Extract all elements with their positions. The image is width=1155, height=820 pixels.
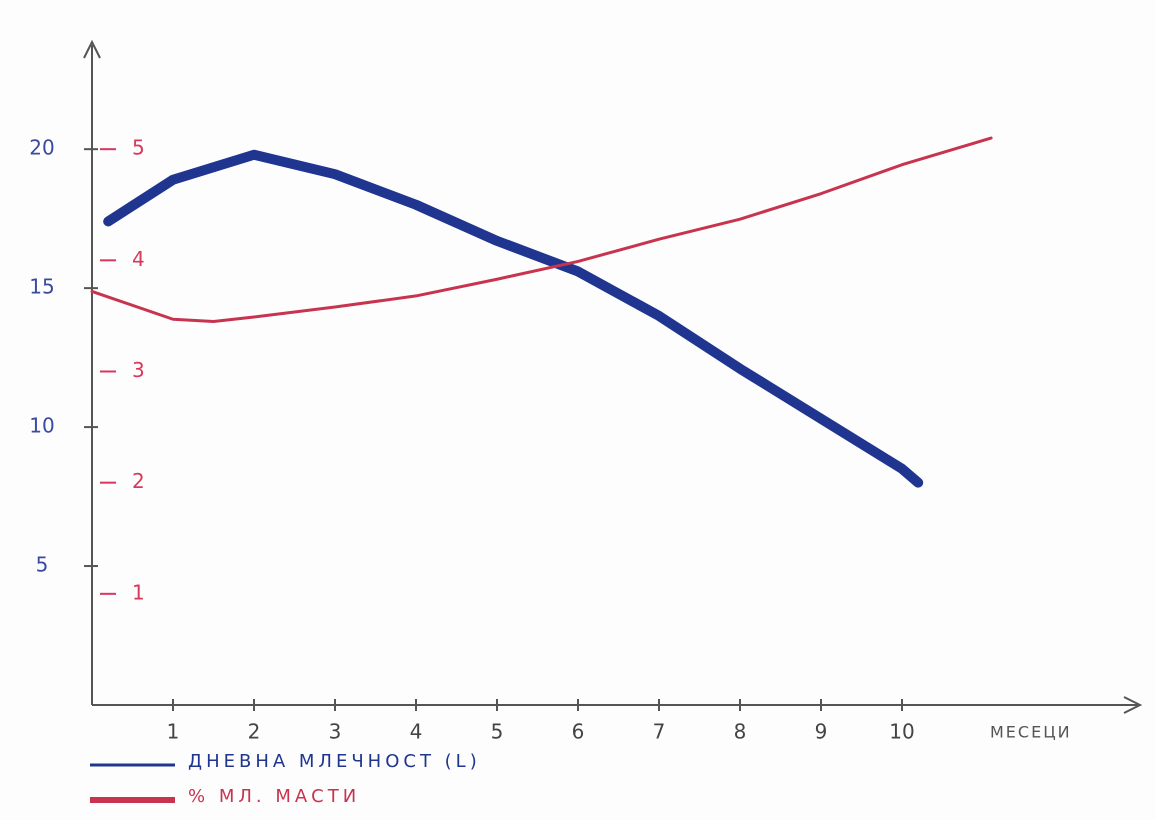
y2-tick-label: 1 [132, 580, 145, 604]
x-axis-label: МЕСЕЦИ [990, 723, 1072, 742]
x-tick-label: 3 [329, 720, 342, 744]
y2-tick-label: 4 [132, 247, 145, 271]
x-tick-label: 10 [889, 720, 914, 744]
y-tick-label: 5 [36, 553, 49, 577]
x-tick-label: 9 [815, 720, 828, 744]
y-tick-label: 15 [29, 275, 54, 299]
x-tick-label: 8 [734, 720, 747, 744]
x-tick-label: 6 [572, 720, 585, 744]
page: {"chart_data": {"type": "line", "x_label… [0, 0, 1155, 820]
chart: МЕСЕЦИ 5 10 15 20 1 2 3 4 5 1 2 3 4 5 6 7 8 9 10 ДНЕВНА МЛЕ… [0, 0, 1155, 820]
y2-tick-label: 5 [132, 136, 145, 160]
y-tick-label: 20 [29, 136, 54, 160]
x-tick-label: 2 [248, 720, 261, 744]
y2-tick-label: 3 [132, 358, 145, 382]
legend-label: % МЛ. МАСТИ [188, 786, 360, 807]
y2-tick-label: 2 [132, 469, 145, 493]
y-tick-label: 10 [29, 414, 54, 438]
x-tick-label: 1 [167, 720, 180, 744]
legend-label: ДНЕВНА МЛЕЧНОСТ (L) [188, 751, 481, 772]
x-tick-label: 5 [491, 720, 504, 744]
x-tick-label: 7 [653, 720, 666, 744]
x-tick-label: 4 [410, 720, 423, 744]
